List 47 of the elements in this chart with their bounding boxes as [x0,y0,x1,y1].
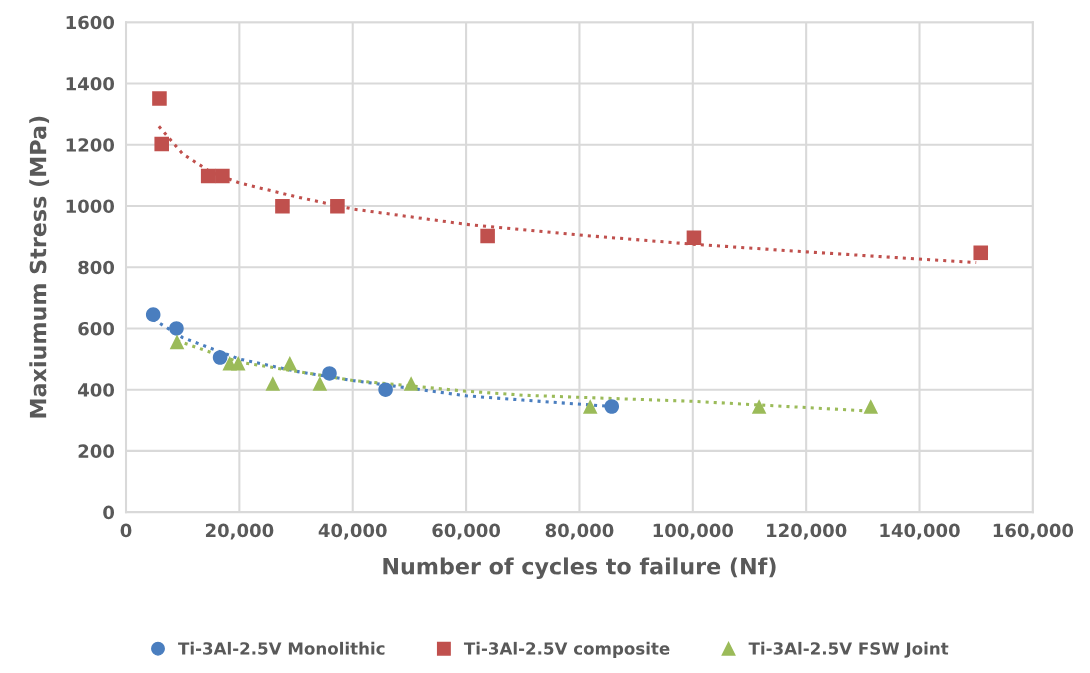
y-tick-label: 1600 [66,15,115,30]
point [230,356,246,371]
x-tick-label: 120,000 [767,523,847,540]
point [275,198,290,214]
y-tick-label: 400 [78,383,115,397]
point [212,350,228,365]
point [863,399,879,414]
point [282,356,298,371]
point [582,399,598,414]
x-tick-label: 20,000 [205,523,274,540]
y-tick-label: 1400 [66,76,115,91]
x-tick-label: 60,000 [432,523,501,540]
point [200,168,216,184]
point [154,136,169,152]
x-tick-label: 160,000 [993,523,1074,540]
y-tick-label: 0 [103,505,115,520]
point [169,334,185,350]
point [152,91,167,106]
point [378,382,393,397]
point [322,366,337,381]
point [215,168,230,184]
point [145,307,161,322]
point [751,399,767,414]
point [312,376,328,391]
legend-label: Ti-3Al-2.5V Monolithic [178,641,385,655]
point [169,321,184,336]
y-tick-label: 1200 [66,138,115,152]
x-tick-label: 40,000 [318,523,387,540]
x-tick-label: 100,000 [653,523,734,540]
legend-label: Ti-3Al-2.5V FSW Joint [748,641,949,658]
point [480,228,495,244]
point [973,245,989,261]
y-tick-label: 200 [78,444,115,459]
legend-label: Ti-3Al-2.5V composite [463,641,670,658]
y-tick-label: 1000 [66,199,115,214]
x-tick-label: 0 [120,523,132,538]
x-tick-label: 140,000 [880,523,960,540]
y-tick-label: 800 [78,260,115,275]
y-tick-label: 600 [78,321,115,336]
point [265,376,281,391]
x-axis-title: Number of cycles to failure (Nf) [383,557,776,580]
point [403,376,419,391]
point [330,198,345,214]
point [686,230,702,246]
x-tick-label: 80,000 [545,523,614,540]
y-axis-title: Maxiumum Stress (MPa) [29,116,50,418]
point [604,399,620,414]
